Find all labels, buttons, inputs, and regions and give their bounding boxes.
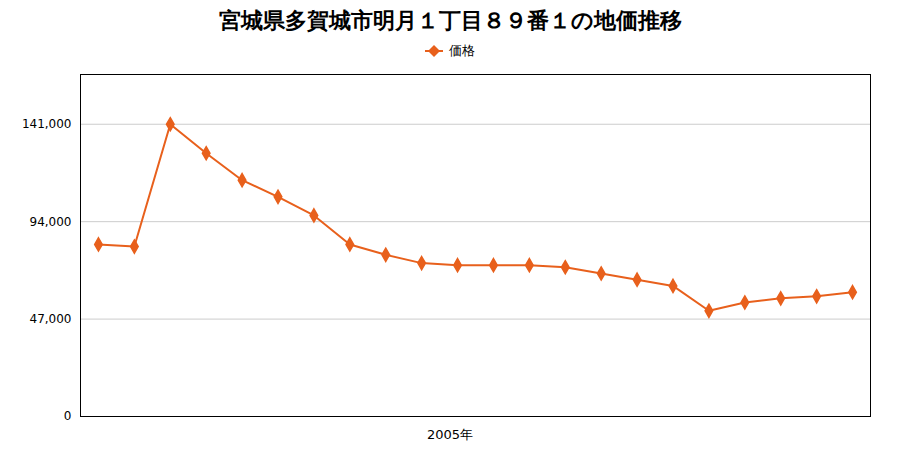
svg-text:94,000: 94,000 (30, 215, 72, 229)
html-text:価格: 価格 (449, 43, 475, 58)
svg-text:47,000: 47,000 (30, 312, 72, 326)
svg-text:141,000: 141,000 (22, 117, 72, 131)
html-text:2005年: 2005年 (427, 427, 473, 442)
svg-text:0: 0 (64, 409, 72, 423)
html-text:宮城県多賀城市明月１丁目８９番１の地価推移: 宮城県多賀城市明月１丁目８９番１の地価推移 (218, 8, 682, 33)
